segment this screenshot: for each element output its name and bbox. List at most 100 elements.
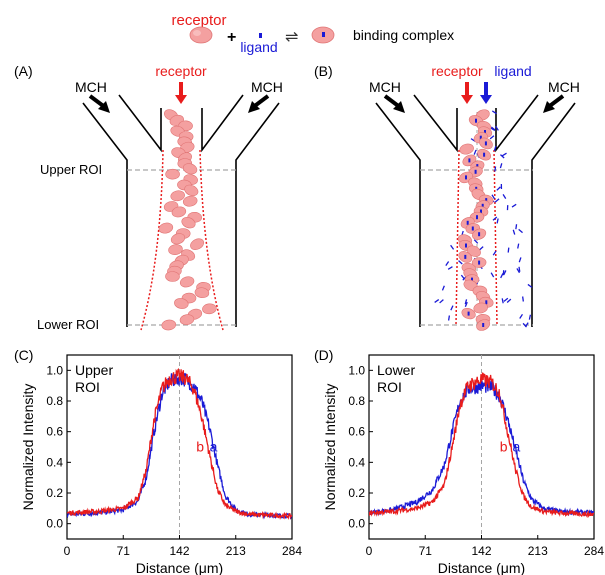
x-axis-label: Distance (μm) [438,560,525,575]
panel-b-receptor-arrow [461,82,473,104]
y-tick-label: 0.2 [348,486,365,500]
ligand-molecule [518,228,523,234]
panel-a-mch-left-arrow [88,94,110,113]
legend-receptor-cell [189,26,213,44]
y-tick-label: 1.0 [348,363,365,377]
ligand-molecule [496,218,499,224]
ligand-molecule [492,250,497,256]
ligand-molecule [524,322,529,328]
ligand-molecule [496,186,501,191]
receptor-cell [194,287,210,299]
y-tick-label: 0.0 [46,517,63,531]
receptor-cell [158,222,174,234]
chart-c-upper-roi-profile: (C) 0 71 142 213 284 0.0 0.2 0.4 0.6 0.8 1.0 Distanc… [14,347,302,575]
complex-cell [471,257,487,268]
y-tick-label: 1.0 [46,363,63,377]
x-tick-label: 0 [64,544,71,558]
complex-cell [478,137,493,150]
panel-b-mch-right-arrow [543,94,565,113]
ligand-molecule [502,194,507,199]
ligand-molecule [489,135,495,140]
receptor-cell [165,271,180,282]
y-tick-label: 0.4 [348,455,365,469]
receptor-cell [168,244,183,255]
chart-d-lower-roi-profile: (D) 0 71 142 213 284 0.0 0.2 0.4 0.6 0.8 1.0 Distanc… [314,347,604,575]
series-label-a: a [512,439,520,455]
complex-cell [473,302,488,314]
receptor-cell [202,303,217,315]
series-label-b: b [500,439,508,455]
x-tick-label: 142 [471,544,491,558]
x-tick-label: 284 [584,544,604,558]
ligand-molecule [518,266,521,272]
ligand-molecule [439,299,444,304]
y-axis-label: Normalized Intensity [322,384,338,511]
ligand-molecule [490,272,495,278]
panel-b-ligand-label: ligand [494,63,531,79]
x-axis-label: Distance (μm) [136,560,223,575]
receptor-cell [170,233,186,245]
panel-a-mch-right-arrow [248,94,270,113]
ligand-molecule [503,297,509,302]
ligand-molecule [464,299,468,305]
legend-plus-sign: + [227,29,236,46]
panel-a-mch-right: MCH [251,79,283,95]
complex-cell [476,319,491,331]
ligand-molecule [464,301,468,307]
receptor-cell [179,314,195,325]
complex-cell [477,148,492,161]
complex-cell [458,251,473,263]
ligand-molecule [499,163,503,169]
y-axis-label: Normalized Intensity [20,384,36,511]
receptor-cell [165,168,180,180]
ligand-molecule [445,261,450,267]
ligand-molecule [493,145,497,152]
receptor-cell [171,206,187,218]
ligand-molecule [458,260,463,265]
y-tick-label: 0.4 [46,455,63,469]
y-tick-label: 0.8 [348,394,365,408]
series-label-b: b [196,439,204,455]
receptor-cell [174,298,189,309]
x-tick-label: 213 [528,544,548,558]
chart-panel-letter: (D) [314,347,333,363]
panel-b-mch-left-arrow [383,94,405,113]
chart-roi-annotation: Upper [75,362,113,378]
y-tick-label: 0.8 [46,394,63,408]
ligand-molecule [501,152,507,157]
receptor-cell [182,195,198,207]
ligand-molecule [441,285,445,291]
complex-cell [461,308,476,320]
receptor-cell [161,319,177,331]
ligand-molecule [519,313,524,319]
x-tick-label: 142 [169,544,189,558]
ligand-molecule [473,239,479,244]
receptor-cell [190,238,205,250]
ligand-molecule [495,125,499,131]
panel-a-receptor-label: receptor [155,63,207,79]
ligand-molecule [507,247,510,253]
panel-a-lower-roi-label: Lower ROI [37,317,99,332]
ligand-molecule [518,257,522,263]
ligand-molecule [511,203,517,208]
chart-panel-letter: (C) [14,347,33,363]
series-line-b [67,367,292,521]
legend-ligand-label: ligand [240,39,277,55]
legend-ligand-mark [259,33,262,38]
panel-a-letter: (A) [14,63,33,79]
ligand-molecule [491,110,497,115]
panel-a-mch-left: MCH [75,79,107,95]
complex-cell [466,245,481,257]
ligand-molecule [490,127,496,132]
ligand-molecule [494,166,497,172]
complex-cell [459,143,474,155]
y-tick-label: 0.0 [348,517,365,531]
x-tick-label: 71 [117,544,131,558]
ligand-molecule [494,198,500,203]
ligand-molecule [527,283,533,288]
ligand-molecule [516,268,521,274]
panel-a-upper-roi-label: Upper ROI [40,162,102,177]
receptor-cell [181,217,196,229]
panel-a-stream-boundary [140,149,224,331]
